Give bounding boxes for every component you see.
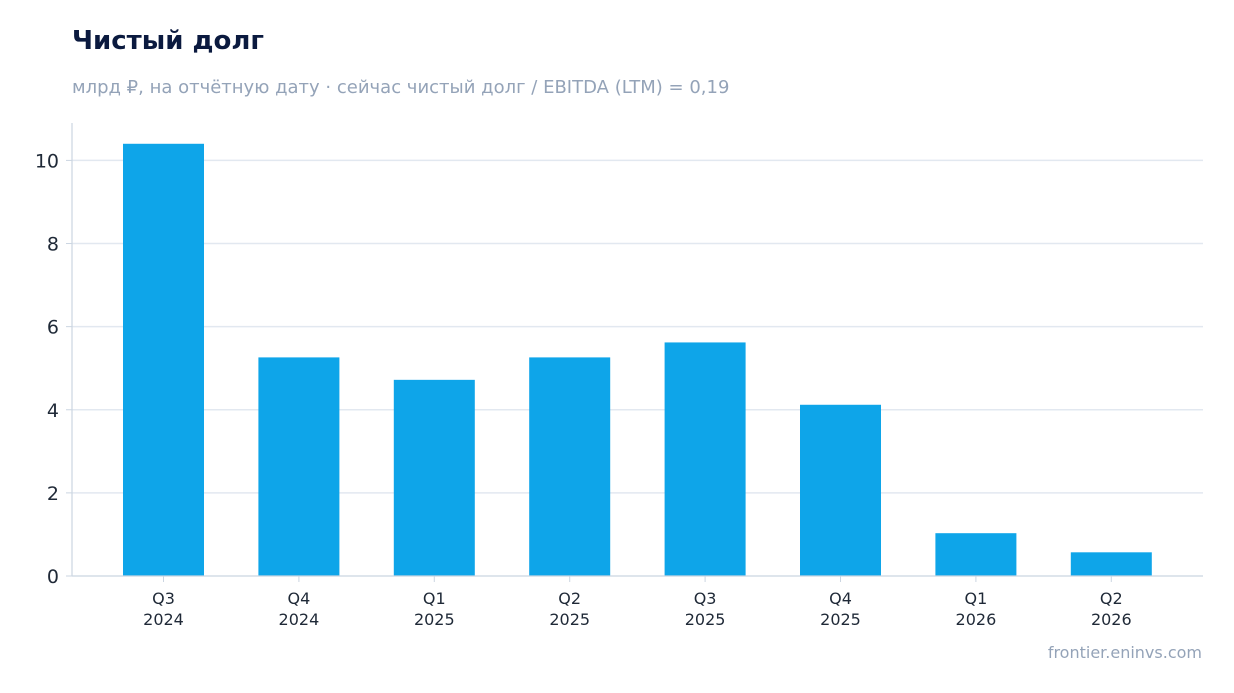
x-tick-label-quarter: Q3 — [152, 589, 175, 608]
bar — [258, 357, 340, 576]
y-tick-label: 10 — [35, 150, 59, 172]
bar — [529, 357, 611, 576]
y-tick-label: 6 — [47, 317, 59, 339]
x-tick-label-quarter: Q2 — [1100, 589, 1123, 608]
y-tick-label: 0 — [47, 566, 59, 588]
x-tick-label-year: 2025 — [820, 610, 861, 629]
x-tick-label-quarter: Q1 — [423, 589, 446, 608]
bar — [664, 342, 746, 576]
x-tick-label-year: 2025 — [414, 610, 455, 629]
gridlines — [72, 159, 1203, 494]
bar — [935, 533, 1017, 576]
x-tick-label-quarter: Q4 — [288, 589, 311, 608]
x-tick-label-quarter: Q2 — [558, 589, 581, 608]
bar — [123, 143, 204, 576]
bar — [800, 404, 881, 576]
x-tick-label-quarter: Q3 — [694, 589, 717, 608]
y-tick-label: 4 — [47, 400, 59, 422]
x-tick-label-year: 2025 — [549, 610, 590, 629]
bars — [123, 143, 1152, 576]
chart-title: Чистый долг — [72, 26, 264, 56]
x-tick-label-year: 2024 — [143, 610, 184, 629]
axes — [66, 123, 1203, 582]
x-tick-label-quarter: Q4 — [829, 589, 852, 608]
x-tick-label-year: 2026 — [956, 610, 997, 629]
chart-subtitle: млрд ₽, на отчётную дату · сейчас чистый… — [72, 77, 730, 98]
bar — [1070, 552, 1152, 576]
x-tick-label-year: 2024 — [279, 610, 320, 629]
x-tick-label-year: 2025 — [685, 610, 726, 629]
tick-labels: 0 2 4 6 8 10 Q3 2024 Q4 2024 Q1 2025 Q2 2025 Q3 2025 Q4 2… — [35, 150, 1132, 629]
y-tick-label: 2 — [47, 483, 59, 505]
x-tick-label-quarter: Q1 — [965, 589, 988, 608]
x-tick-label-year: 2026 — [1091, 610, 1132, 629]
bar — [393, 379, 475, 576]
y-tick-label: 8 — [47, 234, 59, 256]
source-credit: frontier.eninvs.com — [1047, 643, 1202, 662]
